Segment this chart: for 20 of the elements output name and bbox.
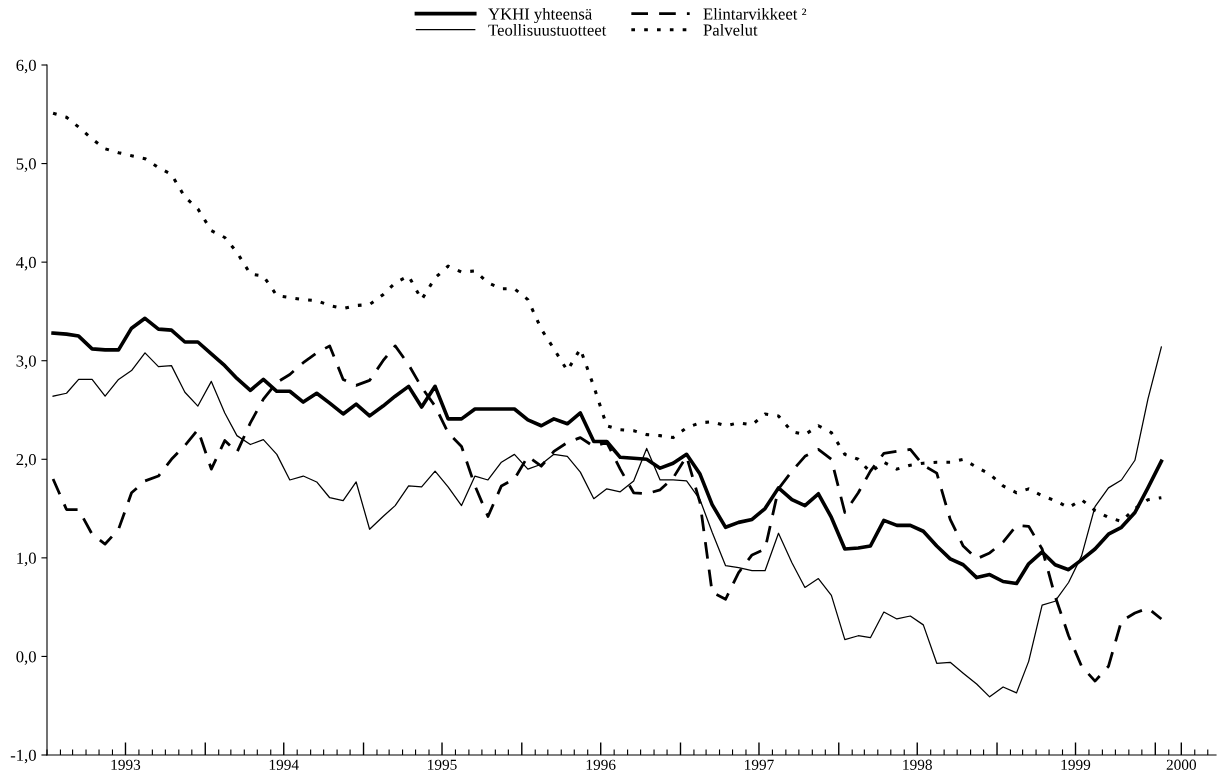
legend-label: Palvelut (703, 23, 758, 36)
y-tick-label: 4,0 (16, 256, 36, 271)
x-tick-label: 1995 (428, 759, 457, 770)
legend-label: YKHI yhteensä (488, 7, 592, 24)
x-tick-label: 2000 (1166, 759, 1197, 770)
x-tick-label: 1994 (269, 759, 299, 770)
y-tick-label: 5,0 (16, 158, 36, 172)
x-tick-label: 1993 (111, 759, 141, 770)
y-tick-label: 2,0 (16, 453, 36, 468)
x-tick-label: 1998 (903, 759, 932, 770)
y-tick-label: 3,0 (16, 355, 36, 370)
y-tick-label: 6,0 (16, 59, 36, 74)
x-tick-label: 1997 (745, 759, 774, 770)
legend-label: Elintarvikkeet ² (703, 7, 807, 20)
x-tick-label: 1996 (586, 759, 616, 770)
y-tick-label: -1,0 (10, 749, 36, 764)
x-tick-label: 1999 (1061, 759, 1091, 770)
y-tick-label: 0,0 (16, 651, 36, 665)
legend-label: Teollisuustuotteet (488, 24, 607, 36)
y-tick-label: 1,0 (17, 552, 36, 567)
